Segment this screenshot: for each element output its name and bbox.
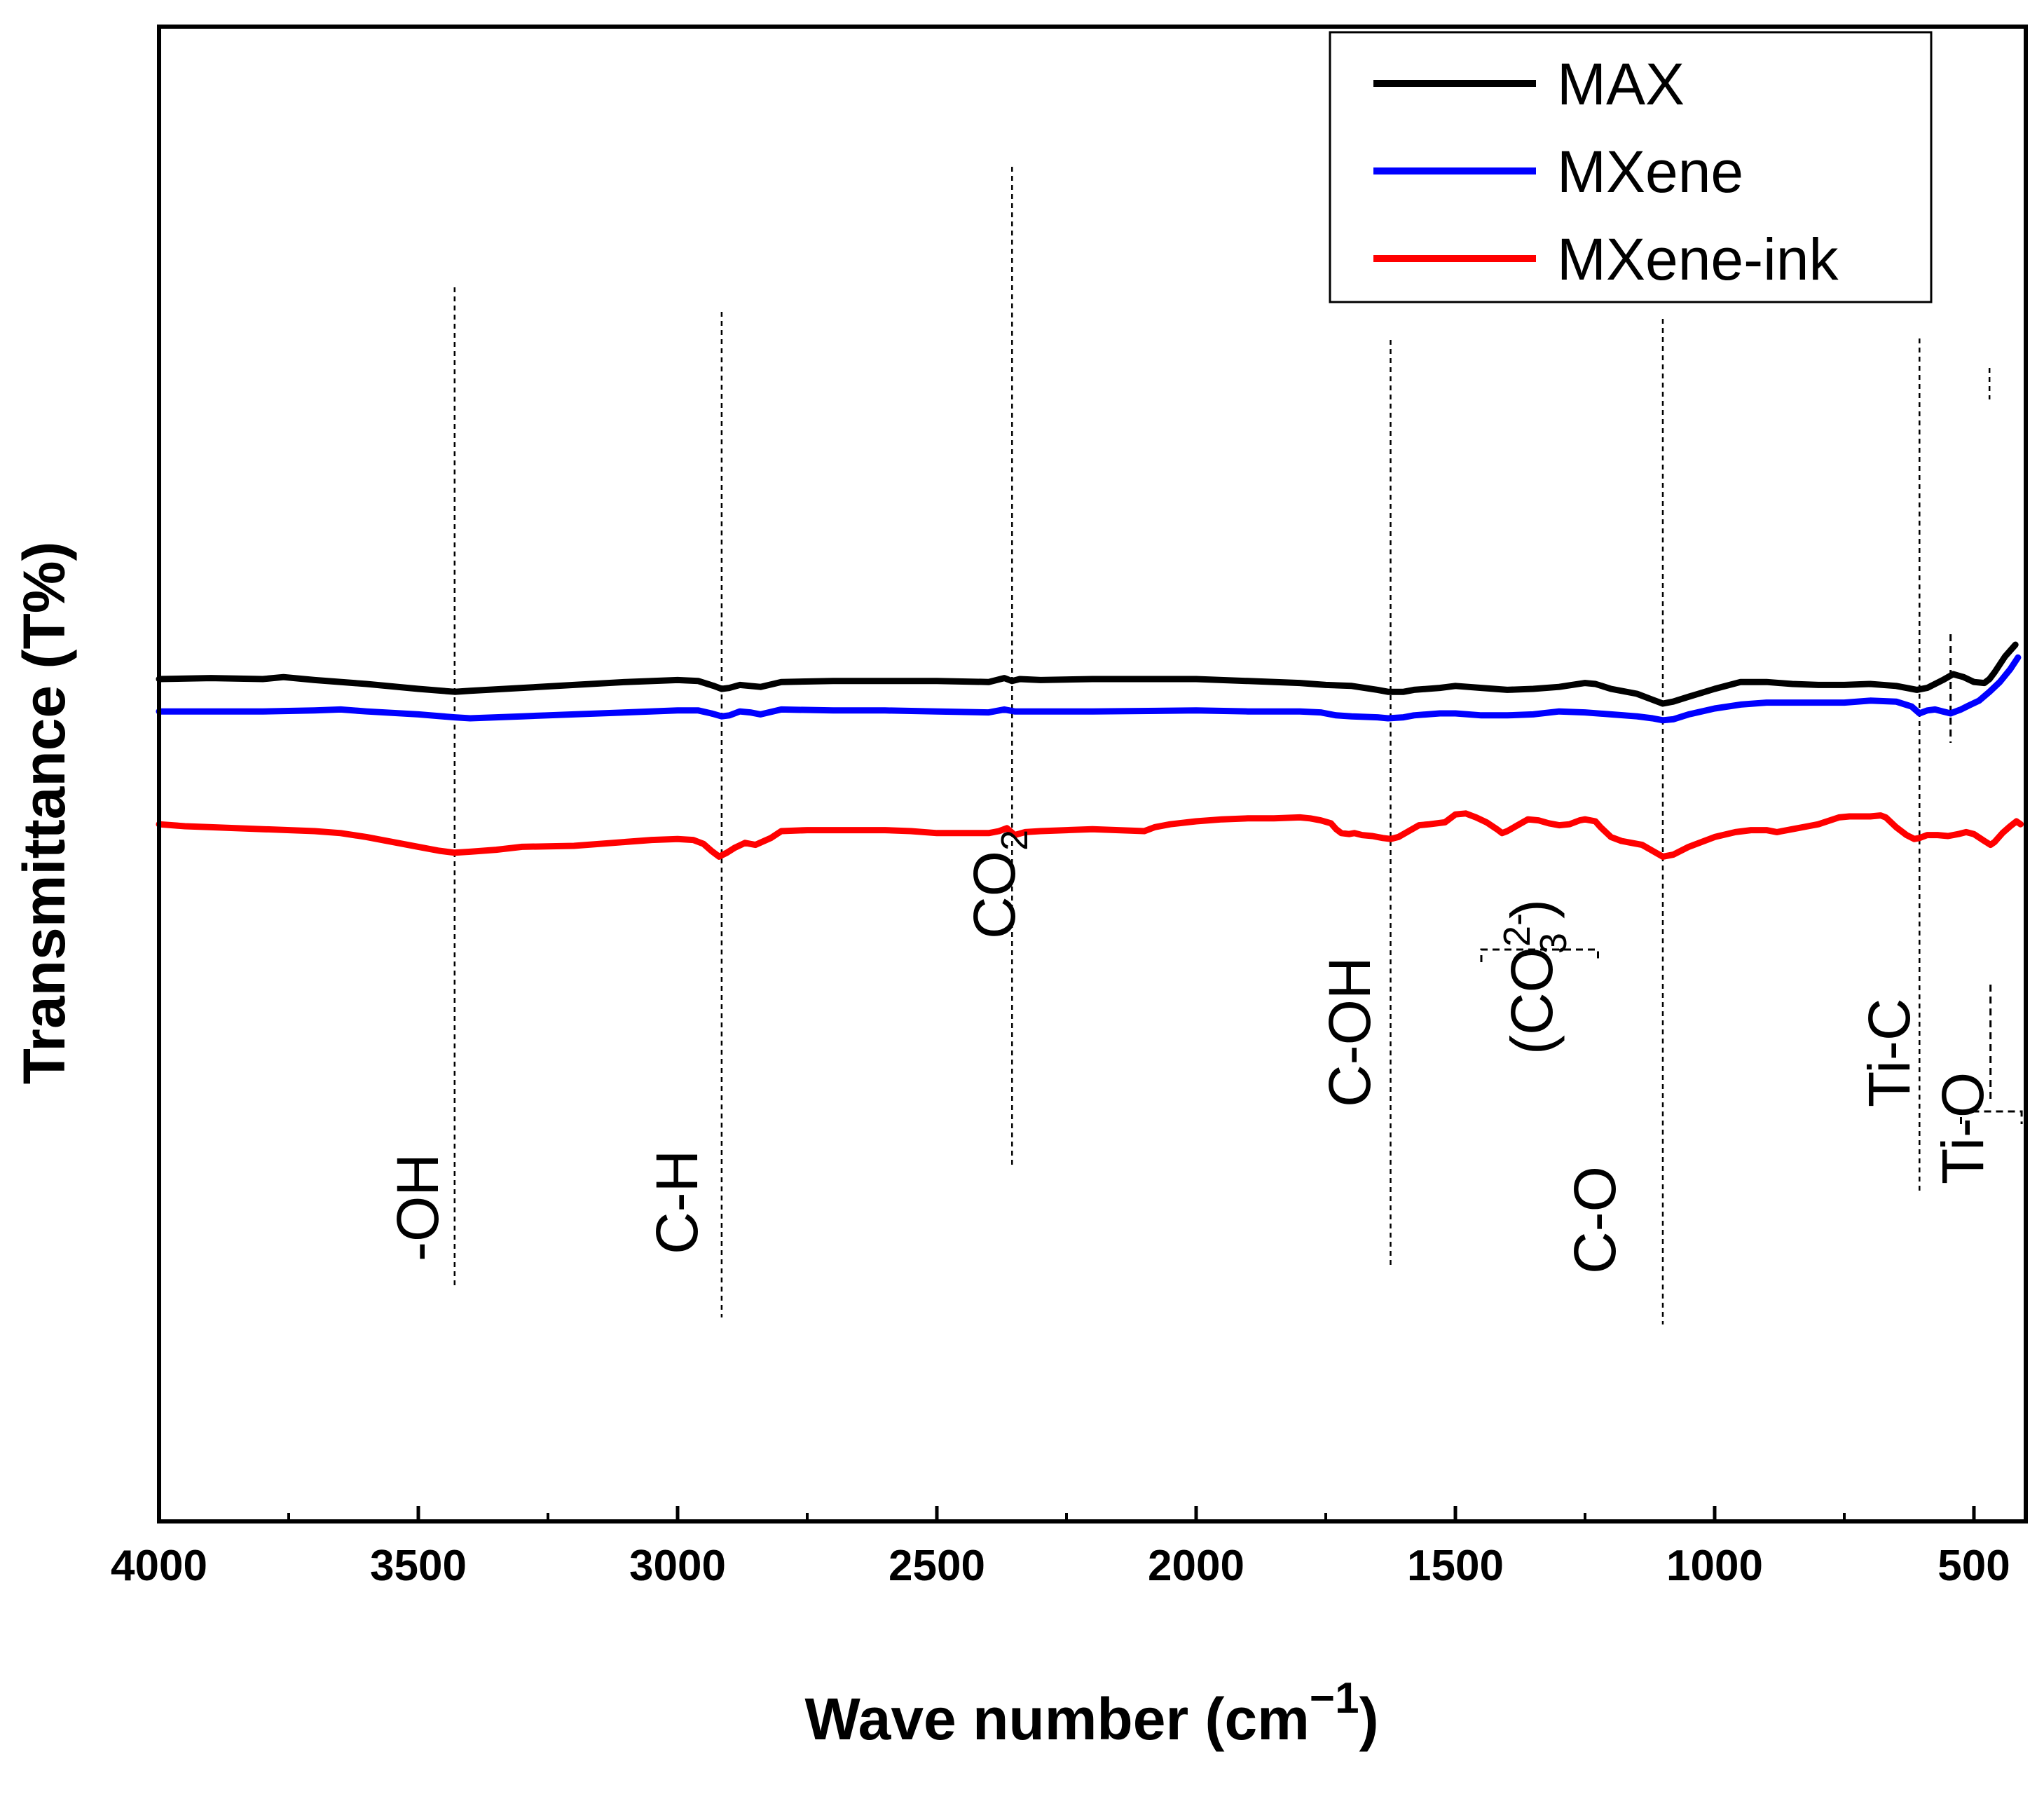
series-line-mxene-ink [156, 810, 2024, 860]
x-tick-label-1000: 1000 [1666, 1542, 1763, 1590]
x-axis-label-main: Wave number (cm [804, 1686, 1309, 1752]
annotation-label: Ti-C [1856, 999, 1922, 1108]
annotations: -OH C-H CO2 C-OH (CO2-3) C-O Ti-CTi-O [385, 830, 1996, 1274]
legend-label-mxene-ink: MXene-ink [1557, 226, 1839, 292]
series-line-mxene [156, 654, 2022, 724]
y-axis-label: Transmittance (T%) [11, 542, 77, 1085]
plot-frame [157, 25, 2028, 1523]
x-ticks: 4000 3500 3000 2500 2000 1500 1000 500 [111, 1506, 2010, 1590]
legend-label-max: MAX [1557, 51, 1685, 117]
legend-label-mxene: MXene [1557, 139, 1743, 205]
x-axis-label: Wave number (cm−1) [804, 1674, 1378, 1752]
x-tick-label-2500: 2500 [889, 1542, 985, 1590]
series-group [156, 641, 2024, 860]
annotation-label: CO2 [961, 830, 1036, 939]
annotation-label: C-O [1562, 1166, 1628, 1274]
annotation-label: C-OH [1317, 957, 1383, 1107]
annotation-label: Ti-O [1930, 1072, 1996, 1184]
peak-bracket [1960, 1110, 2023, 1124]
guide-lines [453, 167, 2023, 1324]
x-tick-label-500: 500 [1937, 1542, 2010, 1590]
x-tick-label-1500: 1500 [1407, 1542, 1504, 1590]
annotation-label: (CO2-3) [1496, 899, 1575, 1055]
series-line-max [156, 641, 2019, 707]
x-tick-label-2000: 2000 [1148, 1542, 1244, 1590]
annotation-label: C-H [644, 1150, 710, 1254]
x-tick-label-4000: 4000 [111, 1542, 207, 1590]
x-tick-label-3500: 3500 [370, 1542, 467, 1590]
legend: MAX MXene MXene-ink [1329, 31, 1933, 303]
annotation-label: -OH [385, 1153, 451, 1261]
x-tick-label-3000: 3000 [629, 1542, 726, 1590]
x-axis-label-close: ) [1359, 1686, 1379, 1752]
peak-bracket [1480, 948, 1599, 962]
x-axis-label-sup: −1 [1310, 1674, 1359, 1723]
